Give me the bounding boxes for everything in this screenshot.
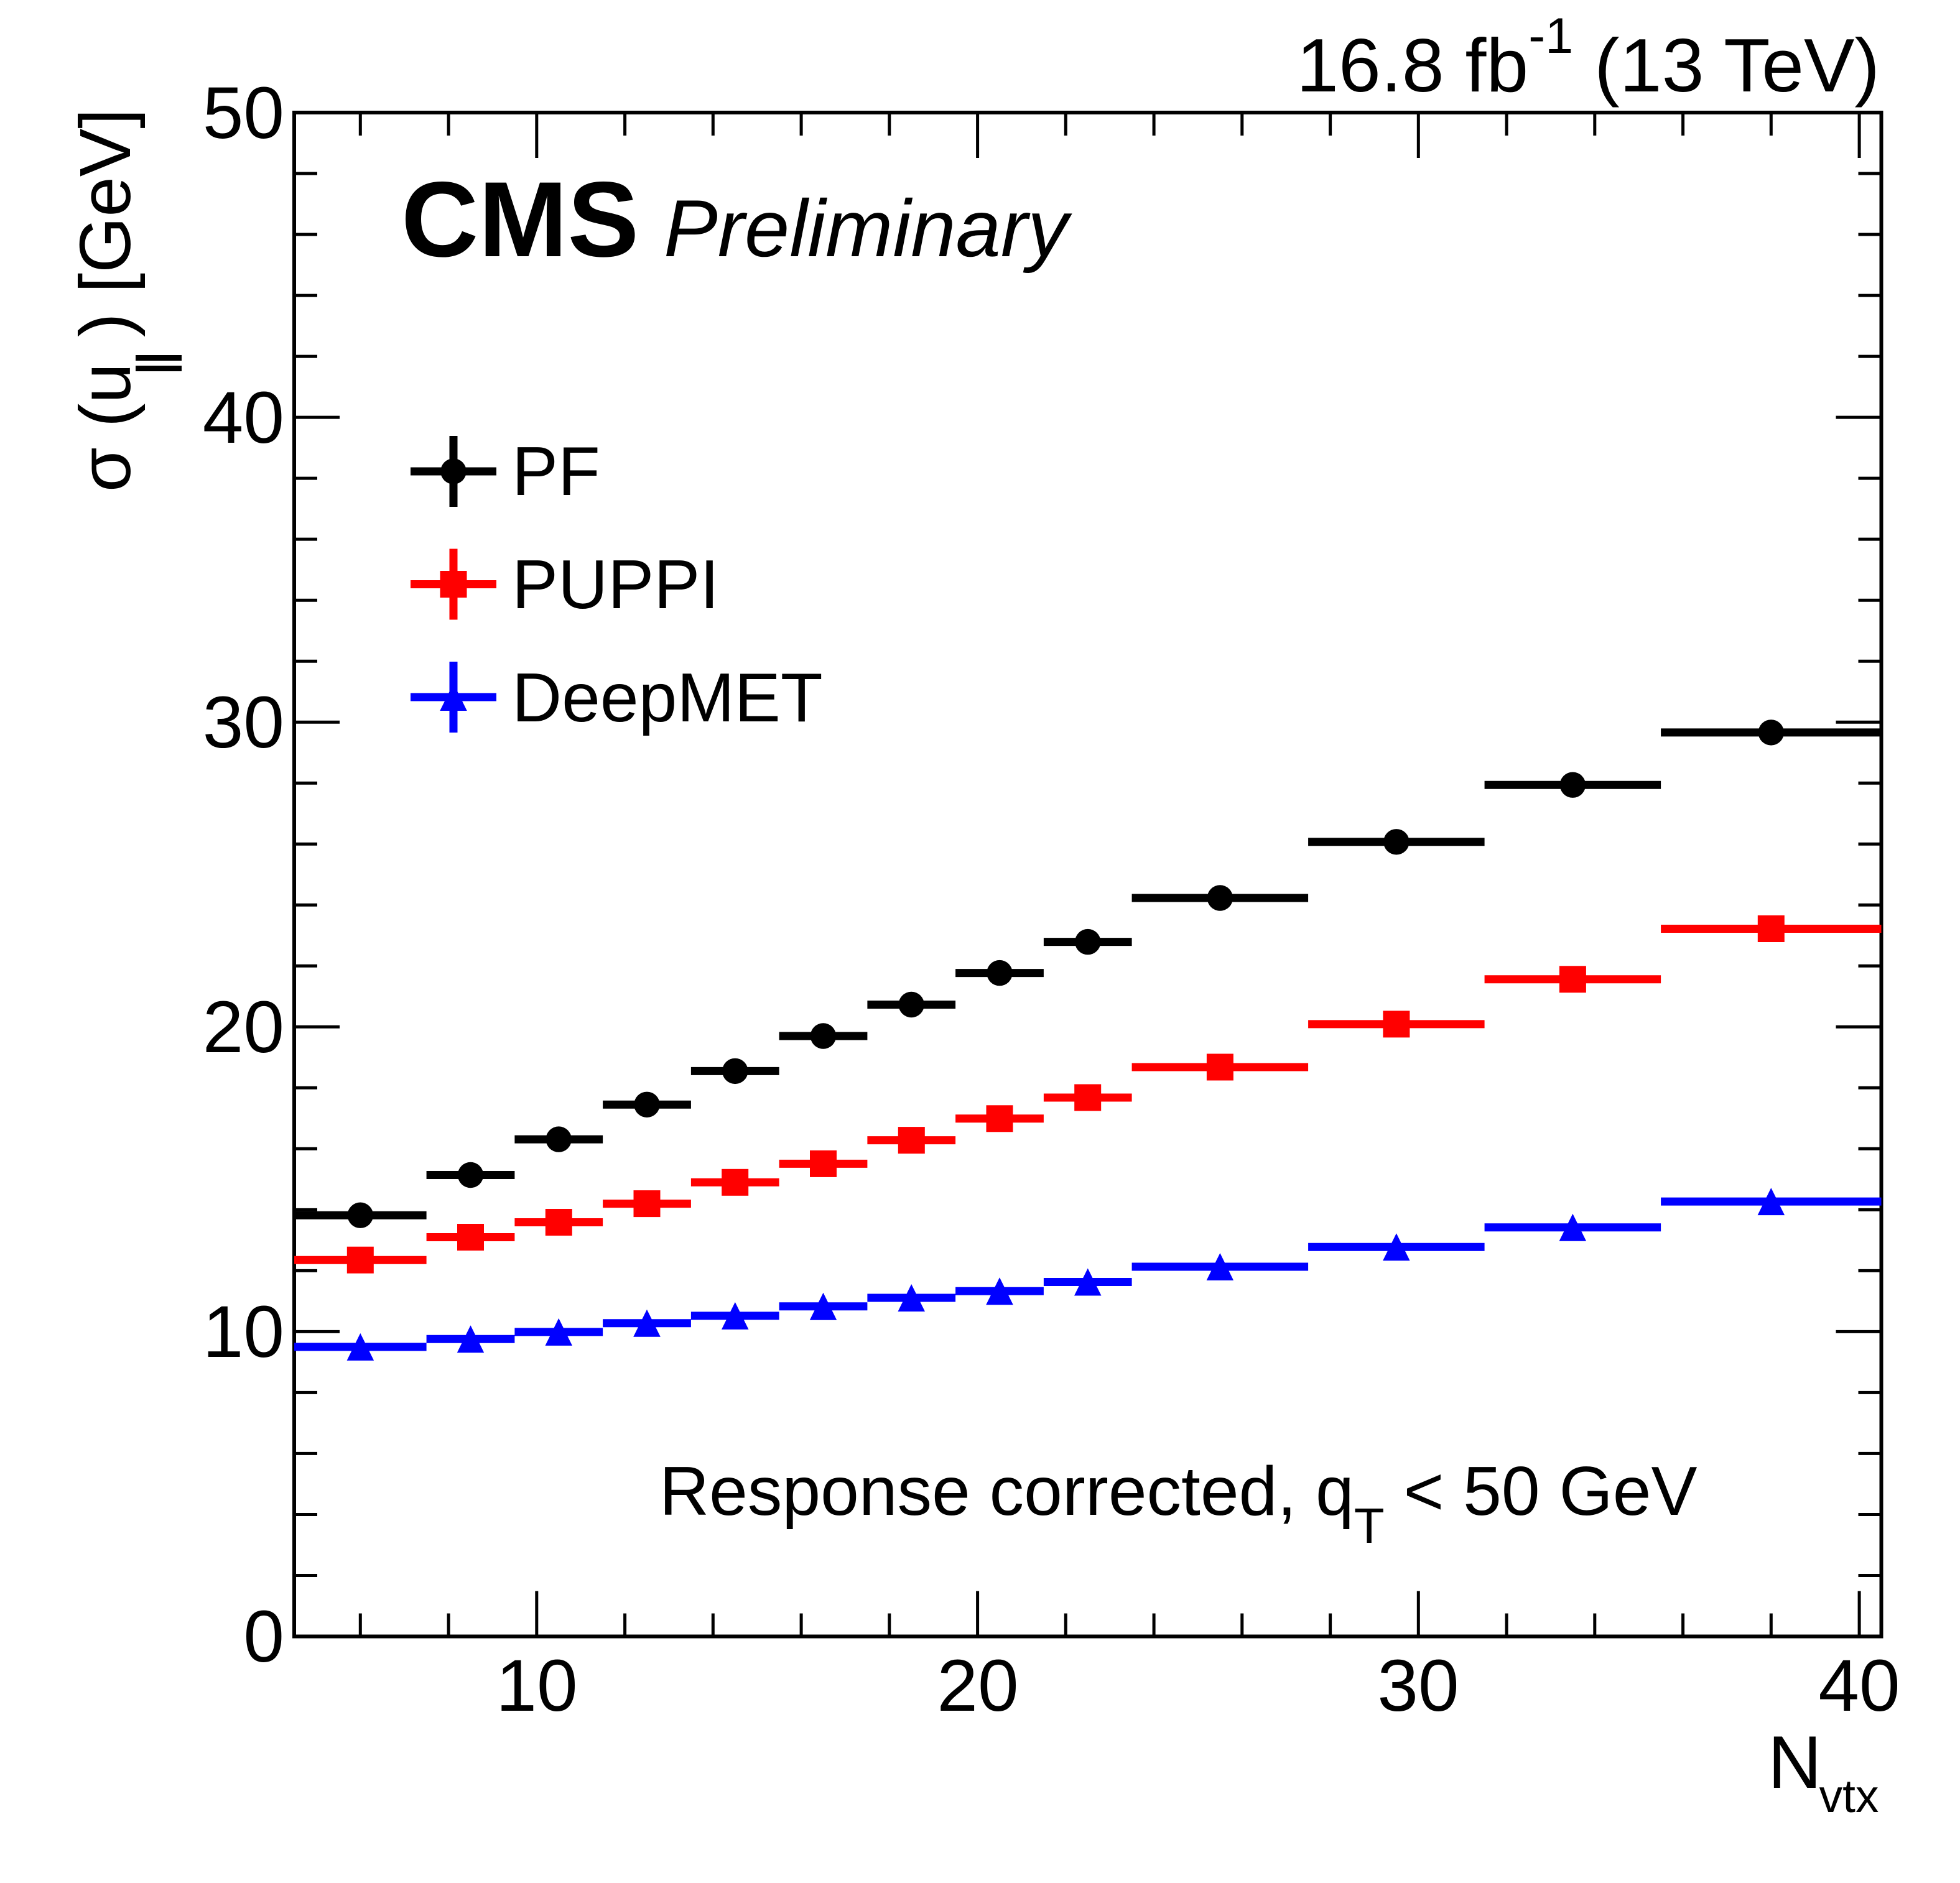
svg-text:PUPPI: PUPPI: [512, 546, 719, 623]
svg-text:40: 40: [1818, 1645, 1900, 1727]
svg-text:Preliminary: Preliminary: [664, 183, 1072, 274]
svg-text:40: 40: [203, 377, 284, 459]
svg-text:PF: PF: [512, 433, 600, 510]
svg-text:10: 10: [496, 1645, 577, 1727]
svg-text:10: 10: [203, 1291, 284, 1373]
svg-text:σ (u: σ (u: [65, 363, 146, 492]
svg-text:30: 30: [203, 682, 284, 764]
svg-text:DeepMET: DeepMET: [512, 659, 823, 736]
svg-text:0: 0: [243, 1596, 284, 1678]
svg-text:50: 50: [203, 72, 284, 154]
svg-text:20: 20: [937, 1645, 1018, 1727]
svg-text:20: 20: [203, 986, 284, 1068]
svg-text:) [GeV]: ) [GeV]: [65, 109, 146, 337]
svg-text:16.8 fb-1 (13 TeV): 16.8 fb-1 (13 TeV): [1296, 8, 1880, 108]
svg-text:CMS: CMS: [401, 160, 639, 279]
svg-text:30: 30: [1377, 1645, 1459, 1727]
